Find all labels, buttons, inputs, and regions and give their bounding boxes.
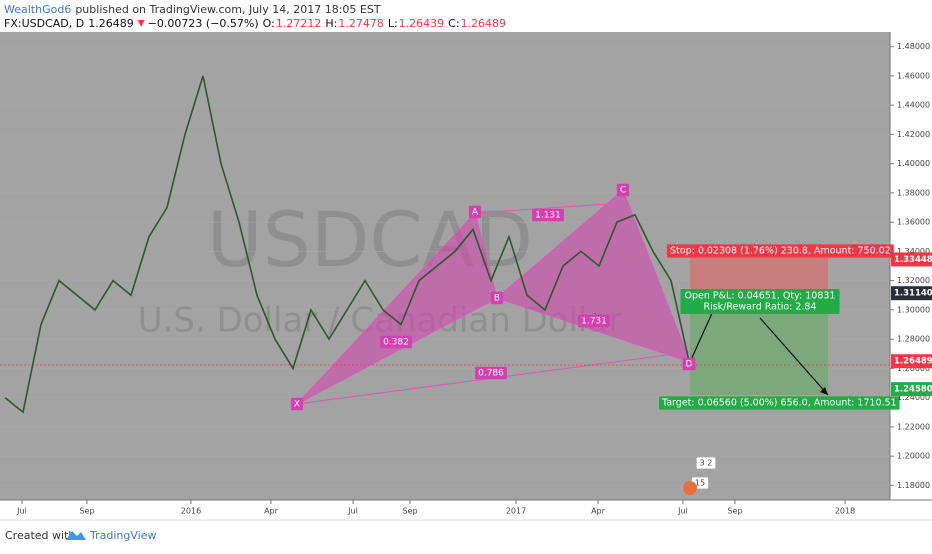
target-zone <box>690 300 828 395</box>
price-tick-label: 1.36000 <box>897 218 930 227</box>
pattern-ratio <box>578 314 610 328</box>
pattern-ratio <box>475 366 507 380</box>
price-tick-label: 1.20000 <box>897 452 930 461</box>
ohlc-value: 1.26489 <box>461 17 507 30</box>
arrow-head <box>820 387 828 395</box>
pattern-point-text: B <box>494 294 500 304</box>
arrow-down <box>759 317 829 396</box>
time-tick-label: Sep <box>79 507 94 516</box>
pattern-xab <box>296 211 498 405</box>
symbol-row: FX:USDCAD, D 1.26489 −0.00723 (−0.57%) O: 1.… <box>4 17 506 30</box>
time-tick-label: 2018 <box>835 507 855 516</box>
published-info: published on TradingView.com, July 14, 2… <box>75 3 381 16</box>
pattern-point-text: A <box>472 208 479 218</box>
target-label <box>659 396 900 410</box>
price-tag <box>891 286 932 301</box>
price-tick-label: 1.40000 <box>897 159 930 168</box>
price-tag-label: 1.31140 <box>894 289 932 299</box>
time-tick-label: 2016 <box>181 507 201 516</box>
stop-label <box>667 244 894 258</box>
time-tick-label: Apr <box>591 507 606 516</box>
price-tick-label: 1.34000 <box>897 247 930 256</box>
ohlc-value: 1.26439 <box>399 17 445 30</box>
price-tick-label: 1.18000 <box>897 481 930 490</box>
pattern-point-text: X <box>294 400 300 410</box>
pattern-point <box>616 183 630 197</box>
price-tick-label: 1.48000 <box>897 42 930 51</box>
price-tick-label: 1.30000 <box>897 305 930 314</box>
pattern-point-text: C <box>620 186 626 196</box>
price-tick-label: 1.28000 <box>897 335 930 344</box>
pattern-ratio-text: 1.731 <box>581 317 607 327</box>
price-tag <box>891 252 932 267</box>
price-tick-label: 1.26000 <box>897 364 930 373</box>
stop-label-text: Stop: 0.02308 (1.76%) 230.8, Amount: 750… <box>670 246 891 257</box>
price-tick-label: 1.22000 <box>897 422 930 431</box>
time-axis: Jul Sep 2016 Apr Jul Sep 2017 Apr Jul Sep 2018 <box>16 500 855 516</box>
price-series <box>4 75 690 414</box>
price-tag-label: 1.33448 <box>894 255 932 265</box>
event-badge-text: 3 2 <box>700 459 713 468</box>
pattern-point <box>490 291 504 305</box>
symbol-name: FX:USDCAD, D <box>4 17 84 30</box>
time-tick-label: Jul <box>677 507 688 516</box>
price-tick-label: 1.42000 <box>897 130 930 139</box>
ohlc-key: H: <box>325 17 337 30</box>
last-price: 1.26489 <box>88 17 134 30</box>
down-arrow <box>137 20 145 27</box>
price-tick-label: 1.46000 <box>897 71 930 80</box>
pattern-bcd <box>496 189 691 363</box>
pattern-point-text: D <box>686 360 693 370</box>
pattern-ac <box>474 202 624 214</box>
pattern-ratio <box>380 335 412 349</box>
pnl-text: Open P&L: 0.04651, Qty: 10831 <box>685 291 836 302</box>
time-tick-label: Jul <box>16 507 27 516</box>
author-link[interactable]: WealthGod6 <box>4 3 71 16</box>
ohlc-key: O: <box>263 17 275 30</box>
time-tick-label: Sep <box>727 507 742 516</box>
price-tick-label: 1.44000 <box>897 101 930 110</box>
pattern-ratio <box>532 208 564 222</box>
event-badge <box>696 457 716 469</box>
pattern-point <box>468 205 482 219</box>
pattern-ratio-text: 0.786 <box>478 369 504 379</box>
event-icon <box>683 481 697 495</box>
price-tag <box>891 382 932 397</box>
ohlc-value: 1.27212 <box>276 17 322 30</box>
pattern-ratio-text: 0.382 <box>383 338 409 348</box>
price-tick-label: 1.24000 <box>897 393 930 402</box>
price-axis: 1.48000 1.46000 1.44000 1.42000 1.40000 1.380… <box>890 42 932 490</box>
price-tick-label: 1.32000 <box>897 276 930 285</box>
event-badge-text: 15 <box>695 479 705 488</box>
price-tick-label: 1.38000 <box>897 188 930 197</box>
pattern-point <box>682 357 696 371</box>
time-tick-label: 2017 <box>506 507 526 516</box>
time-tick-label: Sep <box>402 507 417 516</box>
pnl-box <box>680 289 840 314</box>
price-line <box>4 75 690 414</box>
time-tick-label: Jul <box>347 507 358 516</box>
price-change: −0.00723 (−0.57%) <box>148 17 259 30</box>
ohlc-key: C: <box>448 17 459 30</box>
footer-brand[interactable]: TradingView <box>89 529 156 542</box>
brand-icon <box>66 531 86 540</box>
pattern-ratio-text: 1.131 <box>535 211 561 221</box>
time-tick-label: Apr <box>264 507 279 516</box>
labels: X A B C D 0.382 1.131 1.731 0.786 Stop: 0.02308 (… <box>290 183 900 495</box>
ohlc-key: L: <box>388 17 398 30</box>
ohlc-value: 1.27478 <box>338 17 384 30</box>
pattern-point <box>290 397 304 411</box>
target-label-text: Target: 0.06560 (5.00%) 656.0, Amount: 1… <box>661 398 897 409</box>
price-tag-label: 1.24580 <box>894 385 932 395</box>
price-tag <box>891 354 932 369</box>
footer-created: Created with <box>5 529 75 542</box>
rr-text: Risk/Reward Ratio: 2.84 <box>703 302 816 313</box>
price-tag-label: 1.26489 <box>894 357 932 367</box>
